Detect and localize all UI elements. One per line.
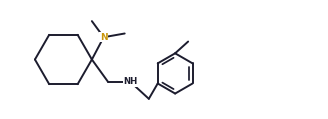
- Text: N: N: [100, 33, 108, 42]
- Text: NH: NH: [123, 77, 137, 86]
